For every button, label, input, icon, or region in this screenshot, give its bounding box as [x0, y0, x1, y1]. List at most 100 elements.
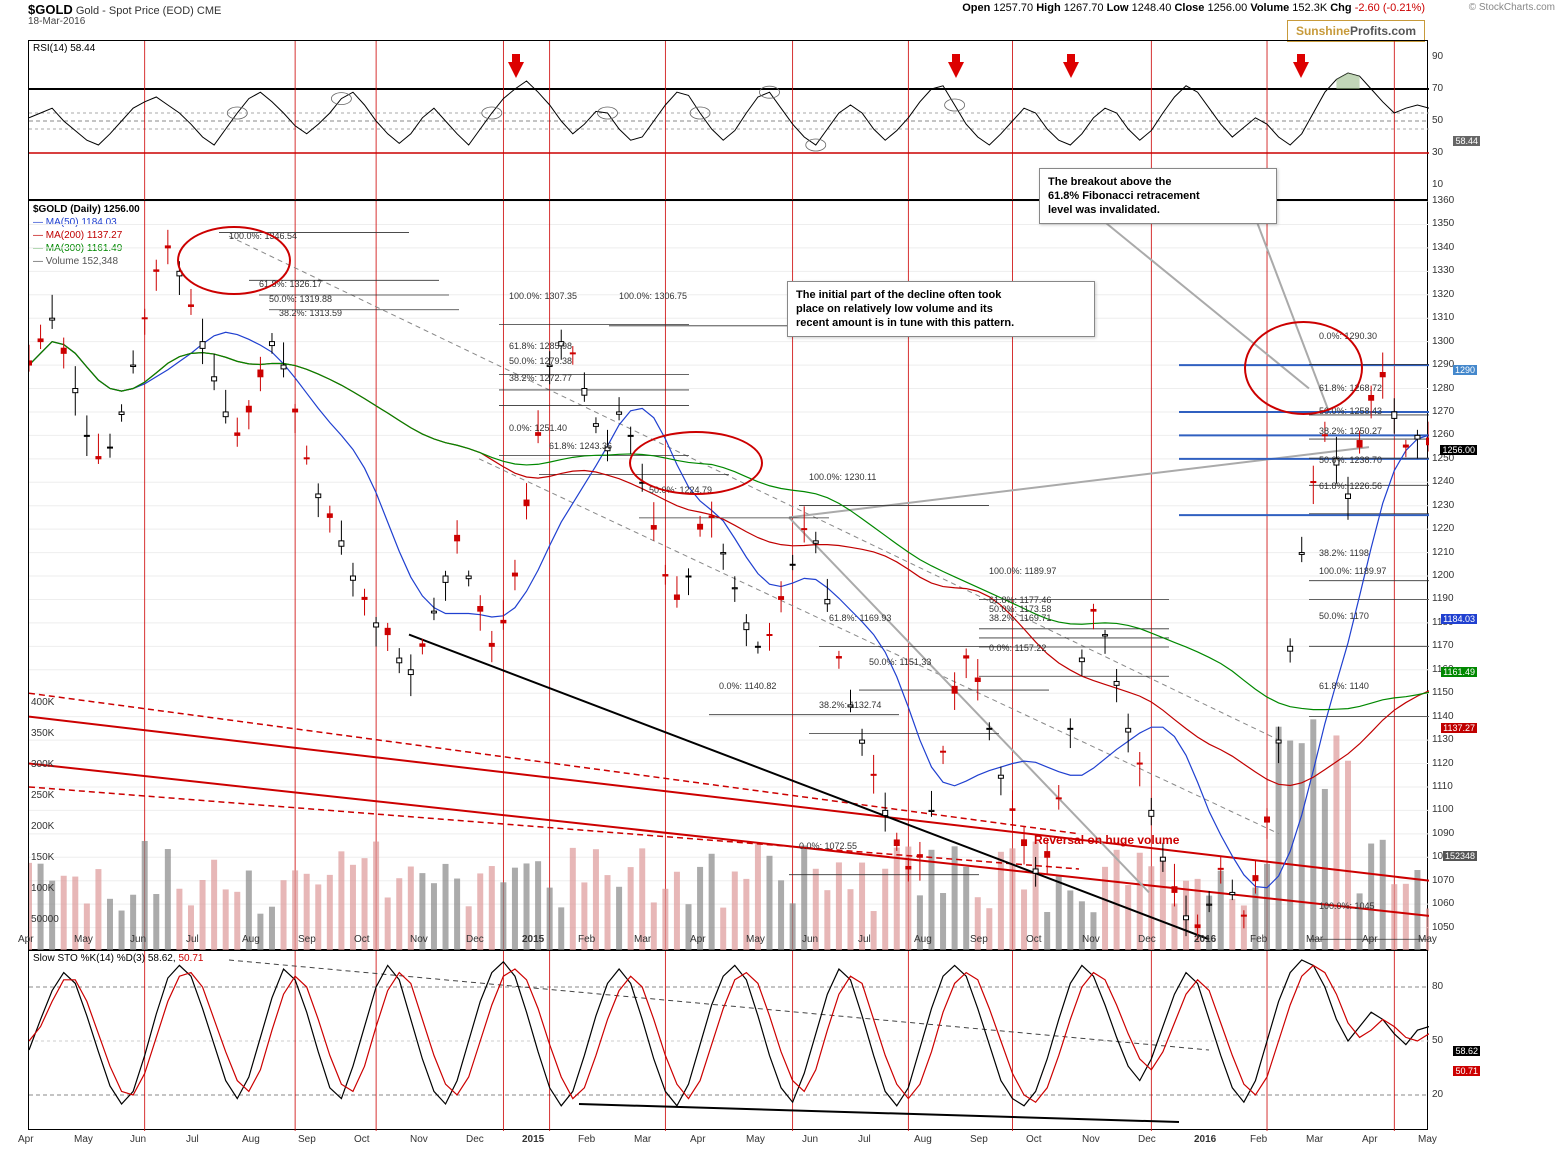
x-tick: Jun — [130, 934, 146, 945]
vol-yaxis: 50000100K150K200K250K300K350K400K — [27, 201, 77, 949]
x-tick: Sep — [970, 934, 988, 945]
x-tick: Jul — [186, 1134, 199, 1145]
x-tick: May — [1418, 1134, 1437, 1145]
x-tick: Mar — [634, 1134, 651, 1145]
highlight-ellipse — [177, 226, 291, 295]
fib-label: 61.8%: 1169.93 — [829, 613, 891, 623]
xaxis-sto: Apr May Jun Jul Aug Sep Oct Nov Dec 2015 Feb Mar Apr… — [28, 1132, 1428, 1150]
sto-plot — [29, 951, 1429, 1131]
x-tick: Nov — [410, 934, 428, 945]
x-tick: Apr — [690, 934, 706, 945]
x-tick: May — [746, 1134, 765, 1145]
main-panel: $GOLD (Daily) 1256.00 — MA(50) 1184.03— … — [28, 200, 1428, 950]
x-tick: Oct — [1026, 1134, 1042, 1145]
ohlc-bar: Open 1257.70 High 1267.70 Low 1248.40 Cl… — [962, 2, 1425, 14]
fib-label: 100.0%: 1306.75 — [619, 291, 687, 301]
xaxis-main: Apr May Jun Jul Aug Sep Oct Nov Dec 2015 Feb Mar Apr… — [28, 932, 1428, 950]
fib-label: 50.0%: 1319.88 — [269, 294, 332, 304]
value-marker: 1290 — [1453, 365, 1477, 375]
x-tick: Sep — [970, 1134, 988, 1145]
sto-yaxis: 20508058.6250.71 — [1432, 951, 1472, 1129]
x-tick: Feb — [578, 934, 595, 945]
x-tick: 2015 — [522, 934, 544, 945]
highlight-ellipse — [629, 431, 763, 495]
date: 18-Mar-2016 — [28, 16, 85, 27]
fib-label: 50.0%: 1279.38 — [509, 356, 572, 366]
x-tick: Apr — [1362, 1134, 1378, 1145]
chart-container: $GOLD Gold - Spot Price (EOD) CME 18-Mar… — [0, 0, 1565, 1157]
x-tick: Mar — [1306, 934, 1323, 945]
down-arrow-icon — [1063, 62, 1079, 78]
x-tick: Nov — [410, 1134, 428, 1145]
fib-label: 100.0%: 1230.11 — [809, 472, 876, 482]
x-tick: Jun — [802, 934, 818, 945]
down-arrow-icon — [508, 62, 524, 78]
fib-label: 61.8%: 1285.98 — [509, 341, 572, 351]
annotation-box: The initial part of the decline often to… — [787, 281, 1095, 337]
x-tick: Apr — [1362, 934, 1378, 945]
fib-label: 0.0%: 1157.22 — [989, 643, 1046, 653]
fib-label: 100.0%: 1307.35 — [509, 291, 577, 301]
x-tick: Feb — [578, 1134, 595, 1145]
x-tick: Dec — [466, 1134, 484, 1145]
fib-label: 0.0%: 1140.82 — [719, 681, 776, 691]
x-tick: Aug — [914, 934, 932, 945]
x-tick: Mar — [634, 934, 651, 945]
value-marker: 1256.00 — [1440, 445, 1477, 455]
fib-label: 61.8%: 1226.56 — [1319, 481, 1382, 491]
x-tick: Aug — [242, 934, 260, 945]
value-marker: 1161.49 — [1441, 667, 1477, 677]
x-tick: Jun — [130, 1134, 146, 1145]
x-tick: Apr — [18, 934, 34, 945]
x-tick: Jul — [858, 934, 871, 945]
attribution: © StockCharts.com — [1469, 2, 1555, 13]
x-tick: Jun — [802, 1134, 818, 1145]
x-tick: Jul — [186, 934, 199, 945]
x-tick: Feb — [1250, 934, 1267, 945]
fib-label: 61.8%: 1140 — [1319, 681, 1369, 691]
fib-label: 50.0%: 1238.70 — [1319, 455, 1382, 465]
fib-label: 38.2%: 1313.59 — [279, 308, 342, 318]
highlight-ellipse — [1244, 321, 1363, 415]
fib-label: 38.2%: 1250.27 — [1319, 426, 1382, 436]
x-tick: Feb — [1250, 1134, 1267, 1145]
x-tick: Dec — [466, 934, 484, 945]
x-tick: May — [746, 934, 765, 945]
x-tick: 2016 — [1194, 934, 1216, 945]
fib-label: 0.0%: 1251.40 — [509, 423, 567, 433]
value-marker: 152348 — [1443, 851, 1477, 861]
x-tick: Jul — [858, 1134, 871, 1145]
reversal-label: Reversal on huge volume — [1034, 833, 1179, 847]
down-arrow-icon — [1293, 62, 1309, 78]
fib-label: 38.2%: 1132.74 — [819, 700, 881, 710]
fib-label: 50.0%: 1151.33 — [869, 657, 931, 667]
x-tick: May — [74, 934, 93, 945]
annotation-box: The breakout above the61.8% Fibonacci re… — [1039, 168, 1277, 224]
x-tick: Oct — [354, 934, 370, 945]
rsi-yaxis: 103050709058.44 — [1432, 41, 1472, 199]
sto-panel: Slow STO %K(14) %D(3) 58.62, 50.71 20508… — [28, 950, 1428, 1130]
brand-box: SunshineProfits.com — [1287, 20, 1425, 42]
fib-label: 61.8%: 1243.36 — [549, 441, 612, 451]
x-tick: Mar — [1306, 1134, 1323, 1145]
main-yaxis: 1050106010701080109011001110112011301140… — [1432, 201, 1472, 949]
x-tick: May — [74, 1134, 93, 1145]
x-tick: Nov — [1082, 934, 1100, 945]
x-tick: Dec — [1138, 934, 1156, 945]
x-tick: Aug — [242, 1134, 260, 1145]
fib-label: 0.0%: 1072.55 — [799, 841, 857, 851]
x-tick: Apr — [690, 1134, 706, 1145]
x-tick: Sep — [298, 1134, 316, 1145]
down-arrow-icon — [948, 62, 964, 78]
fib-label: 38.2%: 1169.71 — [989, 613, 1051, 623]
x-tick: Sep — [298, 934, 316, 945]
x-tick: Dec — [1138, 1134, 1156, 1145]
x-tick: 2015 — [522, 1134, 544, 1145]
fib-label: 100.0%: 1189.97 — [1319, 566, 1386, 576]
x-tick: Apr — [18, 1134, 34, 1145]
fib-label: 100.0%: 1189.97 — [989, 566, 1056, 576]
fib-label: 100.0%: 1045 — [1319, 901, 1375, 911]
x-tick: Nov — [1082, 1134, 1100, 1145]
symbol: $GOLD — [28, 2, 73, 17]
x-tick: May — [1418, 934, 1437, 945]
